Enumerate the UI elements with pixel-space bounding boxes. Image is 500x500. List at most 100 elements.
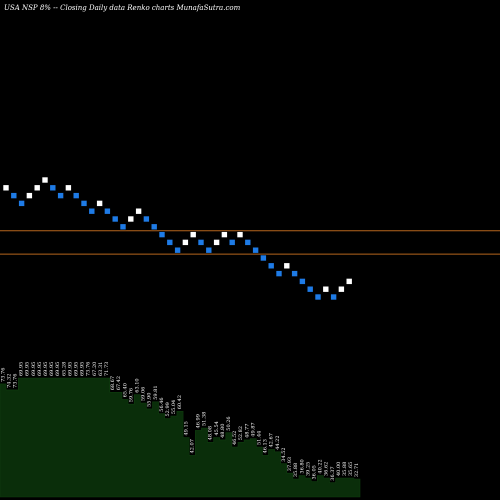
volume-label: 52.99 [165, 402, 171, 416]
volume-label: 46.13 [263, 439, 269, 453]
renko-brick-up [135, 207, 142, 215]
renko-brick-down [306, 285, 314, 293]
volume-label: 55.04 [171, 400, 177, 414]
renko-brick-up [213, 239, 220, 246]
renko-brick-up [26, 192, 33, 199]
reference-lines [0, 230, 500, 255]
volume-label: 36.05 [312, 465, 318, 479]
volume-label: 48.08 [208, 426, 214, 440]
renko-brick-down [314, 293, 322, 301]
volume-label: 37.93 [287, 457, 293, 471]
renko-brick-up [236, 231, 244, 238]
renko-brick-down [275, 270, 283, 277]
renko-brick-up [2, 184, 10, 192]
volume-label: 55.90 [147, 393, 153, 407]
volume-label: 71.73 [104, 362, 110, 376]
renko-brick-down [174, 246, 181, 254]
renko-brick-down [80, 200, 88, 207]
volume-label: 56.46 [159, 397, 165, 411]
volume-label: 74.32 [6, 374, 12, 388]
renko-brick-down [119, 223, 127, 231]
renko-brick-down [205, 246, 213, 254]
volume-label: 46.52 [232, 431, 238, 445]
renko-brick-up [127, 215, 135, 223]
volume-label: 67.42 [116, 376, 122, 390]
renko-brick-up [182, 239, 189, 246]
renko-brick-down [267, 262, 275, 270]
renko-brick-down [197, 239, 205, 246]
renko-bricks [2, 176, 353, 301]
volume-label: 69.95 [49, 362, 55, 376]
volume-label: 48.80 [220, 424, 226, 438]
volume-label: 40.22 [318, 459, 324, 473]
volume-label: 49.15 [183, 421, 189, 435]
volume-label: 36.80 [299, 459, 305, 473]
volume-label: 69.95 [19, 362, 25, 376]
volume-label: 73.76 [86, 362, 92, 376]
renko-brick-down [150, 223, 158, 231]
renko-brick-down [291, 270, 298, 277]
renko-brick-down [244, 239, 252, 246]
volume-label: 69.95 [31, 362, 37, 376]
renko-brick-down [166, 239, 174, 246]
volume-label: 49.87 [250, 422, 256, 436]
volume-label: 69.95 [55, 362, 61, 376]
volume-label: 45.54 [214, 421, 220, 435]
renko-brick-down [72, 192, 80, 199]
chart-title: USA NSP 8% -- Closing Daily data Renko c… [4, 4, 241, 12]
volume-label: 35.88 [342, 462, 348, 476]
volume-fill [0, 377, 361, 498]
volume-label: 69.95 [74, 362, 80, 376]
volume-label: 69.95 [25, 362, 31, 376]
renko-brick-up [65, 184, 72, 192]
renko-brick-down [260, 254, 267, 262]
volume-label: 69.95 [37, 362, 43, 376]
renko-brick-down [88, 207, 96, 215]
renko-brick-down [18, 200, 25, 207]
volume-label: 60.42 [177, 395, 183, 409]
volume-area [0, 377, 361, 498]
volume-label: 73.76 [13, 374, 19, 388]
volume-label: 34.52 [281, 447, 287, 461]
volume-label: 42.67 [269, 433, 275, 447]
renko-brick-down [252, 246, 259, 254]
volume-label: 50.26 [226, 416, 232, 430]
volume-label: 35.65 [348, 462, 354, 476]
renko-brick-down [330, 293, 337, 301]
renko-brick-down [10, 192, 18, 199]
renko-brick-down [158, 231, 166, 238]
volume-label: 35.88 [293, 463, 299, 477]
renko-brick-up [283, 262, 291, 270]
volume-label: 46.99 [196, 414, 202, 428]
renko-brick-down [104, 207, 111, 215]
renko-brick-up [338, 285, 345, 293]
volume-label: 59.76 [128, 388, 134, 402]
renko-brick-up [96, 200, 103, 207]
renko-brick-down [111, 215, 119, 223]
volume-label: 69.95 [43, 362, 49, 376]
volume-label: 68.67 [110, 376, 116, 390]
volume-label: 73.76 [0, 368, 6, 382]
volume-label: 63.10 [135, 378, 141, 392]
renko-brick-down [57, 192, 64, 199]
renko-brick-down [49, 184, 57, 192]
renko-brick-up [41, 176, 49, 184]
volume-label: 36.62 [324, 462, 330, 476]
volume-label: 52.82 [238, 426, 244, 440]
renko-brick-up [322, 285, 330, 293]
volume-label: 32.71 [354, 463, 360, 477]
volume-label: 48.77 [244, 424, 250, 438]
renko-brick-down [143, 215, 150, 223]
renko-brick-up [189, 231, 197, 238]
volume-label: 69.95 [67, 362, 73, 376]
volume-label: 63.31 [98, 362, 104, 376]
volume-label: 39.25 [305, 462, 311, 476]
volume-label: 44.22 [275, 435, 281, 449]
volume-label: 59.81 [153, 385, 159, 399]
renko-brick-down [299, 278, 306, 285]
volume-label: 51.38 [202, 412, 208, 426]
renko-brick-up [221, 231, 228, 238]
volume-label: 65.40 [122, 383, 128, 397]
volume-label: 51.44 [257, 431, 263, 445]
